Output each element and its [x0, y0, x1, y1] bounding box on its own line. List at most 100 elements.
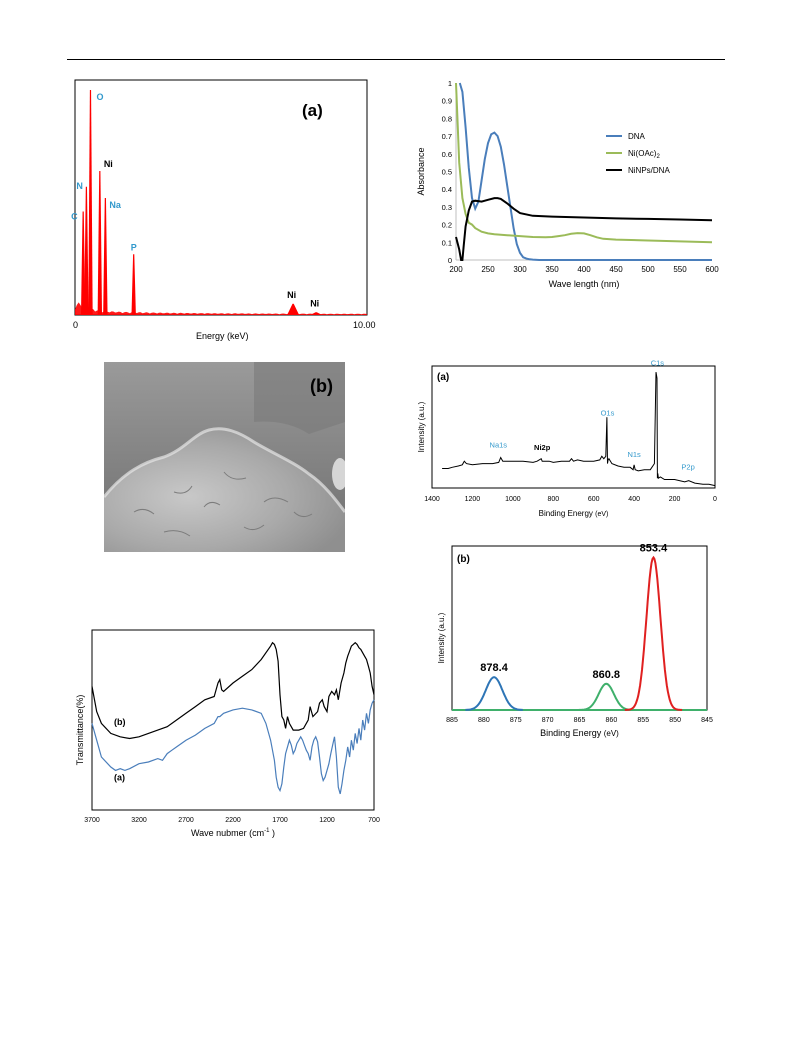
- ftir-series-line: [91, 641, 375, 740]
- xps-ni-peak-label: 853.4: [640, 542, 668, 554]
- sem-micrograph: (b): [104, 362, 345, 552]
- ftir-frame: [91, 629, 375, 811]
- xps-ni-x-tick: 885: [446, 717, 458, 724]
- xps-survey-x-tick: 0: [713, 496, 717, 503]
- xps-survey-peak-label: Na1s: [490, 440, 508, 449]
- eds-x-tick: 10.00: [353, 320, 376, 330]
- xps-survey-peak-label: C1s: [651, 359, 665, 368]
- eds-peak-5: [131, 254, 136, 315]
- uvvis-x-axis-label: Wave length (nm): [549, 279, 620, 289]
- uvvis-series-line: [455, 197, 713, 261]
- uvvis-panel: 0 0.1 0.2 0.3 0.4 0.5 0.6 0.7 0.8 0.9 1 200 250 300 35…: [410, 76, 730, 306]
- eds-x-axis-label: Energy (keV): [196, 331, 249, 341]
- eds-peak-label: C: [71, 212, 78, 222]
- eds-peak-0: [80, 211, 86, 315]
- eds-peak-4: [103, 198, 108, 315]
- ftir-panel: (b) (a) 3700 3200 2700 2200 1700 1200 700 Wave nu…: [70, 625, 380, 845]
- eds-peak-label: Ni: [310, 298, 319, 308]
- xps-ni-panel-label: (b): [457, 554, 470, 565]
- xps-ni-x-axis-label: Binding Energy (eV): [540, 728, 619, 738]
- uvvis-x-tick: 450: [609, 265, 623, 274]
- eds-peak-6: [287, 303, 300, 315]
- ftir-x-axis-label: Wave nubmer (cm-1 ): [191, 828, 275, 838]
- uvvis-legend-subscript: 2: [656, 154, 660, 160]
- xps-survey-x-tick: 1000: [505, 496, 521, 503]
- uvvis-y-tick: 0.4: [442, 185, 452, 194]
- xps-ni-x-tick: 850: [669, 717, 681, 724]
- eds-peak-label: P: [131, 242, 137, 252]
- uvvis-x-tick: 250: [481, 265, 495, 274]
- xps-survey-peak-label: O1s: [601, 409, 615, 418]
- sem-image: (b): [104, 362, 345, 552]
- eds-peak-label: Ni: [104, 159, 113, 169]
- xps-ni-y-axis-label: Intensity (a.u.): [437, 612, 446, 663]
- xps-survey-peak-label: N1s: [627, 450, 641, 459]
- xps-ni-frame: [451, 545, 708, 711]
- uvvis-y-tick: 0.9: [442, 97, 452, 106]
- uvvis-x-tick: 200: [449, 265, 463, 274]
- xps-survey-line: [442, 372, 716, 487]
- eds-peak-label: Na: [109, 200, 121, 210]
- ftir-x-tick: 3700: [84, 817, 100, 824]
- uvvis-y-tick: 0.6: [442, 150, 452, 159]
- uvvis-x-tick: 400: [577, 265, 591, 274]
- uvvis-y-tick: 0.3: [442, 203, 452, 212]
- uvvis-y-tick: 0.8: [442, 114, 452, 123]
- eds-spectrum-panel: C N O Ni Na P Ni Ni (a) 0 10.00 Energy (keV): [67, 76, 387, 346]
- xps-ni-x-unit: (eV): [604, 729, 619, 738]
- uvvis-y-tick: 0.1: [442, 238, 452, 247]
- sem-panel-label: (b): [310, 376, 333, 396]
- xps-ni-x-tick: 845: [701, 717, 713, 724]
- ftir-x-label-sup: -1: [264, 828, 270, 834]
- ftir-x-tick: 2700: [178, 817, 194, 824]
- ftir-x-tick: 1700: [272, 817, 288, 824]
- xps-survey-peak-label: Ni2p: [534, 443, 551, 452]
- uvvis-y-tick: 0.5: [442, 168, 452, 177]
- uvvis-x-tick: 350: [545, 265, 559, 274]
- eds-background-continuum: [75, 302, 367, 315]
- eds-peak-label: N: [76, 181, 83, 191]
- xps-ni-x-tick: 860: [606, 717, 618, 724]
- ftir-x-tick: 1200: [319, 817, 335, 824]
- xps-ni-peak-curve: [624, 555, 683, 711]
- uvvis-y-tick: 0: [448, 256, 452, 265]
- xps-ni-peak-curve: [577, 682, 635, 711]
- uvvis-x-tick: 550: [673, 265, 687, 274]
- xps-ni-x-tick: 870: [542, 717, 554, 724]
- uvvis-legend-label: Ni(OAc)2: [628, 149, 660, 160]
- xps-survey-chart: Na1s Ni2p O1s N1s C1s P2p (a) 1400 1200 1000 800 60…: [417, 359, 717, 518]
- eds-peak-label: Ni: [287, 290, 296, 300]
- eds-peak-7: [310, 312, 323, 315]
- uvvis-legend-label: DNA: [628, 132, 646, 141]
- xps-ni-panel: 878.4 860.8 853.4 (b) 885 880 875 870 865 860 855 8…: [432, 542, 722, 744]
- xps-ni-peak-label: 878.4: [480, 662, 508, 674]
- xps-survey-x-unit: (eV): [595, 511, 608, 518]
- ftir-y-axis-label: Transmittance(%): [75, 695, 85, 766]
- uvvis-y-tick: 1: [448, 79, 452, 88]
- xps-survey-x-tick: 200: [669, 496, 681, 503]
- eds-frame: [74, 79, 368, 316]
- ftir-x-tick: 700: [368, 817, 380, 824]
- eds-x-tick: 0: [73, 320, 78, 330]
- uvvis-x-tick: 300: [513, 265, 527, 274]
- xps-survey-x-tick: 1200: [465, 496, 481, 503]
- uvvis-y-axis-label: Absorbance: [416, 147, 426, 195]
- uvvis-x-tick: 600: [705, 265, 719, 274]
- xps-survey-x-axis-label: Binding Energy (eV): [539, 509, 609, 518]
- xps-ni-x-tick: 865: [574, 717, 586, 724]
- ftir-x-tick: 2200: [225, 817, 241, 824]
- uvvis-chart: 0 0.1 0.2 0.3 0.4 0.5 0.6 0.7 0.8 0.9 1 200 250 300 35…: [416, 79, 719, 289]
- uvvis-legend-label: NiNPs/DNA: [628, 166, 670, 175]
- xps-ni-peak-curve: [465, 676, 523, 711]
- ftir-x-tick: 3200: [131, 817, 147, 824]
- ftir-series-label: (a): [114, 773, 125, 783]
- xps-ni-x-tick: 875: [510, 717, 522, 724]
- page-header-rule: [67, 59, 725, 60]
- ftir-series-label: (b): [114, 717, 126, 727]
- xps-survey-peak-label: P2p: [681, 462, 694, 471]
- xps-survey-x-tick: 800: [547, 496, 559, 503]
- xps-survey-panel-label: (a): [437, 372, 449, 383]
- xps-ni-chart: 878.4 860.8 853.4 (b) 885 880 875 870 865 860 855 8…: [437, 542, 713, 738]
- eds-peak-3: [97, 171, 103, 315]
- ftir-series-line: [91, 699, 375, 795]
